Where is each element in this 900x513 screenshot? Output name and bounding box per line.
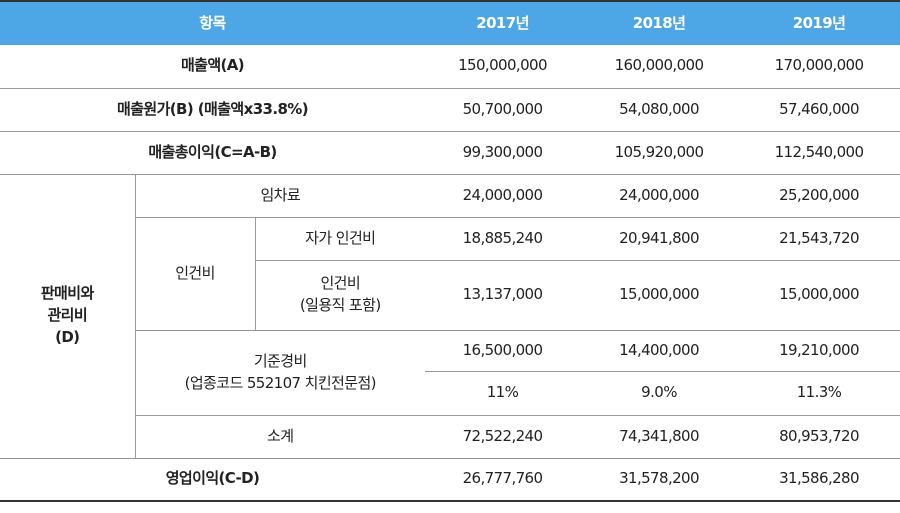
cell: 31,586,280 [738,458,900,502]
financial-table: 항목 2017년 2018년 2019년 매출액(A) 150,000,000 16… [0,0,900,502]
row-label: 소계 [135,415,426,459]
subgroup-label: 인건비 [135,217,256,331]
row-label: 매출총이익(C=A-B) [0,131,426,175]
cell: 50,700,000 [425,88,581,132]
cell: 74,341,800 [580,415,739,459]
row: 11% 9.0% 11.3% [0,371,900,416]
header-row: 항목 2017년 2018년 2019년 [0,1,900,45]
row-label: 매출액(A) [0,45,426,89]
header-cell: 항목 [0,1,426,45]
cell: 72,522,240 [425,415,581,459]
cell: 20,941,800 [580,217,739,261]
row-label: 매출원가(B) (매출액x33.8%) [0,88,426,132]
cell: 99,300,000 [425,131,581,175]
cell: 15,000,000 [738,260,900,331]
row-label: 자가 인건비 [255,217,426,261]
cell: 160,000,000 [580,45,739,89]
row: 소계 72,522,240 74,341,800 80,953,720 [0,415,900,459]
cell: 105,920,000 [580,131,739,175]
cell: 150,000,000 [425,45,581,89]
cell: 19,210,000 [738,330,900,372]
cell: 11% [425,371,581,416]
row-label: 임차료 [135,174,426,218]
cell: 11.3% [738,371,900,416]
group-label: 판매비와 관리비 (D) [0,174,136,459]
cell: 25,200,000 [738,174,900,218]
row: 매출총이익(C=A-B) 99,300,000 105,920,000 112,540… [0,131,900,175]
row: 영업이익(C-D) 26,777,760 31,578,200 31,586,2… [0,458,900,502]
cell: 13,137,000 [425,260,581,331]
row: 판매비와 관리비 (D) 임차료 24,000,000 24,000,000 2… [0,174,900,459]
cell: 16,500,000 [425,330,581,372]
row: 매출액(A) 150,000,000 160,000,000 170,000,000 [0,45,900,89]
cell: 26,777,760 [425,458,581,502]
header-cell: 2018년 [580,1,739,45]
cell: 112,540,000 [738,131,900,175]
header-cell: 2019년 [738,1,900,45]
cell: 14,400,000 [580,330,739,372]
cell: 15,000,000 [580,260,739,331]
row: 기준경비 (업종코드 552107 치킨전문점) 16,500,000 14,4… [0,330,900,416]
cell: 24,000,000 [580,174,739,218]
row: 매출원가(B) (매출액x33.8%) 50,700,000 54,080,000 5… [0,88,900,132]
cell: 21,543,720 [738,217,900,261]
cell: 57,460,000 [738,88,900,132]
cell: 18,885,240 [425,217,581,261]
header-cell: 2017년 [425,1,581,45]
cell: 54,080,000 [580,88,739,132]
row-label: 영업이익(C-D) [0,458,426,502]
cell: 80,953,720 [738,415,900,459]
row-label: 기준경비 (업종코드 552107 치킨전문점) [135,330,426,416]
row: 인건비 (일용직 포함) 13,137,000 15,000,000 15,00… [0,260,900,331]
cell: 24,000,000 [425,174,581,218]
cell: 31,578,200 [580,458,739,502]
cell: 170,000,000 [738,45,900,89]
row-label: 인건비 (일용직 포함) [255,260,426,331]
row: 인건비 자가 인건비 18,885,240 20,941,800 21,543,… [0,217,900,331]
cell: 9.0% [580,371,739,416]
main-rows: 매출액(A) 150,000,000 160,000,000 170,000,000 매… [0,45,900,175]
